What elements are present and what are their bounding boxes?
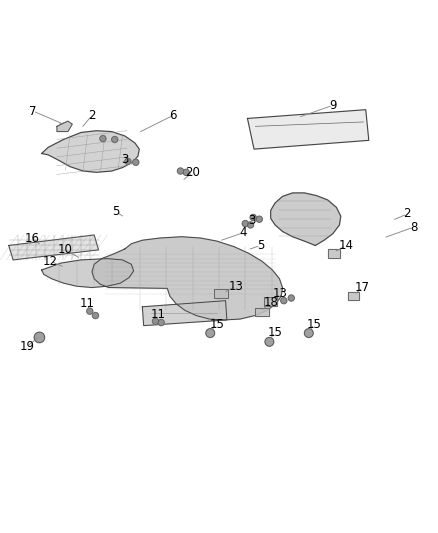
Text: 3: 3 (248, 214, 255, 227)
Circle shape (133, 159, 139, 165)
Polygon shape (247, 110, 369, 149)
Polygon shape (271, 193, 341, 246)
Polygon shape (92, 237, 283, 320)
Text: 19: 19 (20, 340, 35, 353)
Text: 15: 15 (307, 318, 322, 331)
Bar (255, 308, 269, 316)
Circle shape (183, 169, 189, 175)
Text: 13: 13 (273, 287, 288, 300)
Bar (264, 297, 277, 306)
Text: 16: 16 (25, 231, 39, 245)
Circle shape (206, 329, 215, 337)
Text: 11: 11 (80, 297, 95, 310)
Bar (349, 292, 359, 300)
Text: 18: 18 (263, 296, 278, 309)
Text: 2: 2 (88, 109, 96, 122)
Polygon shape (42, 259, 134, 287)
Text: 9: 9 (329, 99, 337, 112)
Bar (214, 289, 228, 298)
Text: 2: 2 (403, 207, 411, 221)
Text: 5: 5 (113, 205, 120, 218)
Text: 8: 8 (410, 221, 417, 233)
Polygon shape (42, 131, 139, 172)
Circle shape (304, 329, 313, 337)
Bar (328, 249, 340, 258)
Text: 7: 7 (29, 104, 37, 117)
Circle shape (250, 214, 256, 221)
Circle shape (125, 158, 131, 165)
Text: 3: 3 (121, 152, 128, 166)
Circle shape (177, 168, 184, 174)
Bar (349, 292, 359, 300)
Circle shape (100, 135, 106, 142)
Text: 15: 15 (209, 318, 224, 331)
Bar (214, 289, 228, 298)
Polygon shape (142, 301, 227, 326)
Circle shape (281, 297, 287, 304)
Text: 10: 10 (57, 244, 72, 256)
Circle shape (256, 216, 262, 222)
Text: 20: 20 (185, 166, 200, 179)
Polygon shape (9, 235, 99, 260)
Circle shape (158, 319, 164, 326)
Text: 11: 11 (150, 308, 165, 321)
Circle shape (34, 332, 45, 343)
Text: 4: 4 (239, 227, 247, 239)
Circle shape (288, 295, 294, 301)
Text: 15: 15 (268, 326, 283, 338)
Circle shape (247, 222, 254, 228)
Text: 6: 6 (169, 109, 177, 122)
Text: 5: 5 (257, 239, 264, 252)
Bar (328, 249, 340, 258)
Circle shape (87, 308, 93, 314)
Text: 17: 17 (355, 281, 370, 294)
Text: 14: 14 (339, 239, 353, 252)
Text: 13: 13 (228, 280, 243, 293)
Circle shape (242, 221, 248, 227)
Bar (264, 297, 277, 306)
Circle shape (152, 318, 159, 324)
Circle shape (265, 337, 274, 346)
Bar (255, 308, 269, 316)
Circle shape (92, 312, 99, 319)
Polygon shape (57, 121, 72, 132)
Circle shape (112, 136, 118, 142)
Text: 12: 12 (43, 255, 58, 268)
